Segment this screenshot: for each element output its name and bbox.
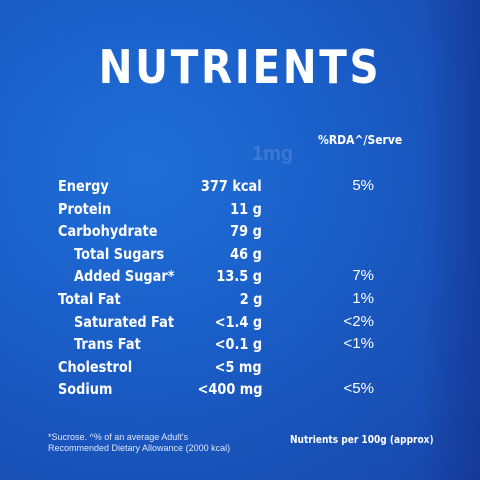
- footnote: *Sucrose. ^% of an average Adult's Recom…: [48, 432, 231, 453]
- nutrient-row-energy: Energy 377 kcal 5%: [0, 175, 480, 198]
- nutrient-name: Energy: [58, 177, 109, 195]
- nutrient-rda: 1%: [352, 289, 374, 307]
- nutrient-name: Protein: [58, 199, 112, 218]
- nutrient-row-cholestrol: Cholestrol <5 mg: [0, 356, 480, 379]
- nutrient-row-saturated-fat: Saturated Fat <1.4 g <2%: [0, 311, 480, 334]
- nutrient-amount: <1.4 g: [214, 312, 262, 331]
- nutrient-rda: 5%: [352, 177, 374, 194]
- nutrient-table: Energy 377 kcal 5% Protein 11 g Carbohyd…: [0, 175, 480, 401]
- nutrient-name: Sodium: [58, 380, 113, 399]
- serving-basis-note: Nutrients per 100g (approx): [290, 434, 434, 446]
- nutrient-amount: <400 mg: [197, 380, 262, 399]
- nutrient-rda: <2%: [343, 312, 374, 330]
- nutrient-rda: 7%: [352, 267, 374, 285]
- nutrient-amount: <0.1 g: [214, 335, 262, 354]
- nutrient-amount: 13.5 g: [216, 267, 262, 286]
- nutrient-amount: <5 mg: [215, 357, 262, 376]
- nutrient-row-trans-fat: Trans Fat <0.1 g <1%: [0, 333, 480, 356]
- nutrient-row-total-fat: Total Fat 2 g 1%: [0, 288, 480, 311]
- nutrient-name: Saturated Fat: [74, 312, 174, 331]
- nutrient-rda: <1%: [343, 335, 374, 353]
- nutrient-row-total-sugars: Total Sugars 46 g: [0, 243, 480, 266]
- nutrient-amount: 2 g: [239, 289, 262, 308]
- nutrient-row-added-sugar: Added Sugar* 13.5 g 7%: [0, 265, 480, 288]
- nutrient-row-protein: Protein 11 g: [0, 198, 480, 221]
- rda-column-header: %RDA^/Serve: [318, 133, 403, 147]
- nutrient-name: Total Sugars: [74, 244, 165, 263]
- nutrient-name: Cholestrol: [58, 357, 133, 376]
- nutrient-amount: 377 kcal: [201, 177, 262, 195]
- nutrient-row-sodium: Sodium <400 mg <5%: [0, 378, 480, 401]
- nutrient-row-carbohydrate: Carbohydrate 79 g: [0, 220, 480, 243]
- watermark: 1mg: [252, 143, 294, 165]
- nutrient-amount: 11 g: [230, 199, 262, 218]
- nutrient-amount: 46 g: [230, 244, 262, 263]
- nutrient-rda: <5%: [343, 380, 374, 398]
- page-title: NUTRIENTS: [98, 40, 382, 94]
- nutrient-amount: 79 g: [230, 222, 262, 241]
- nutrient-name: Trans Fat: [74, 335, 141, 354]
- nutrient-name: Total Fat: [58, 289, 121, 308]
- nutrient-name: Carbohydrate: [58, 222, 158, 241]
- nutrient-name: Added Sugar*: [74, 267, 175, 286]
